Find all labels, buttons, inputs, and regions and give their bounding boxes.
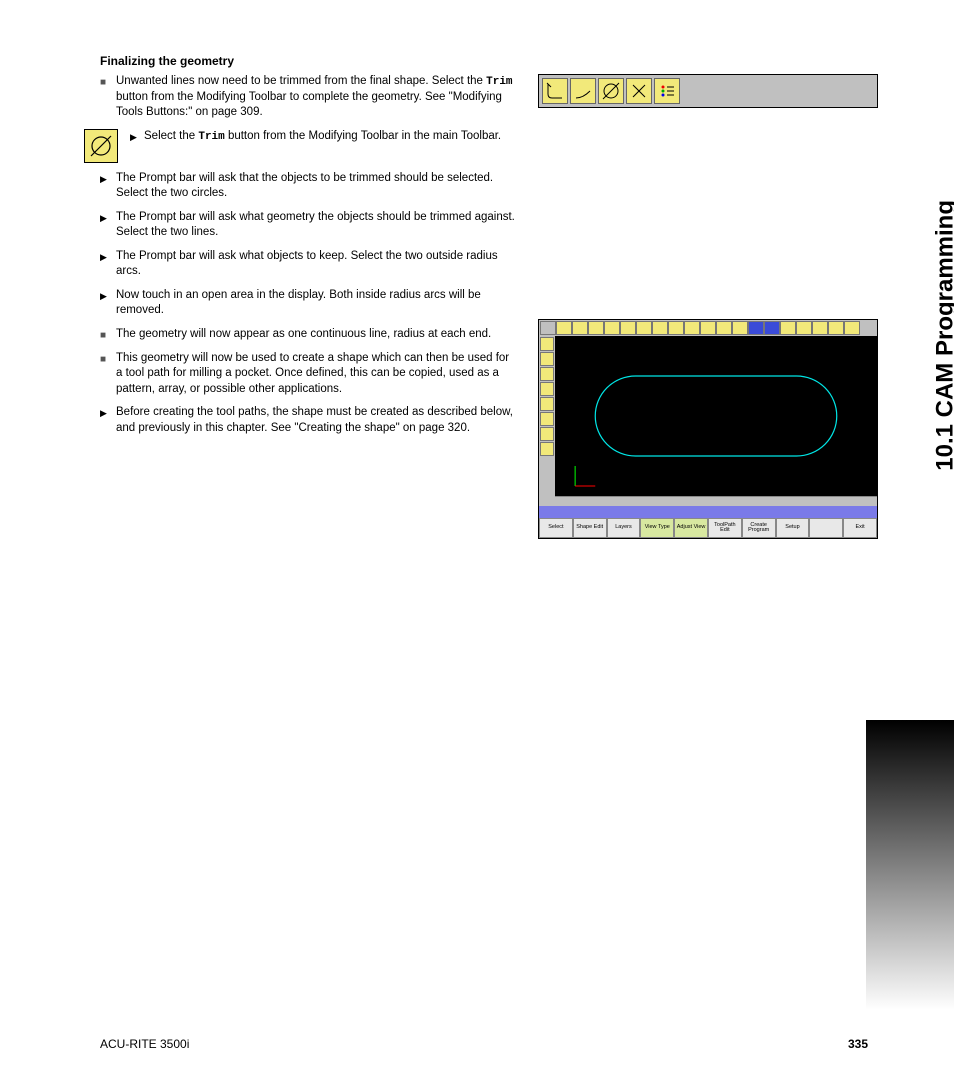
paragraph: ▶ The Prompt bar will ask what geometry … xyxy=(100,210,518,241)
cam-top-tool-icon xyxy=(636,321,652,335)
cam-top-tool-icon xyxy=(764,321,780,335)
cam-left-toolbar xyxy=(539,336,555,496)
break-icon xyxy=(626,78,652,104)
modifying-toolbar-figure xyxy=(538,74,878,108)
cam-bottom-tab: Select xyxy=(539,518,573,538)
cam-left-tool-icon xyxy=(540,442,554,456)
arrow-bullet-icon: ▶ xyxy=(100,407,107,419)
paragraph: ▶ Now touch in an open area in the displ… xyxy=(100,288,518,319)
arrow-bullet-icon: ▶ xyxy=(100,173,107,185)
cam-bottom-tab: Setup xyxy=(776,518,810,538)
cam-top-tool-icon xyxy=(604,321,620,335)
footer-product: ACU-RITE 3500i xyxy=(100,1037,189,1051)
paragraph: ▶ Before creating the tool paths, the sh… xyxy=(100,405,518,436)
cam-top-tool-icon xyxy=(540,321,556,335)
section-side-title: 10.1 CAM Programming xyxy=(932,200,954,471)
cam-bottom-tab: Create Program xyxy=(742,518,776,538)
cam-top-tool-icon xyxy=(828,321,844,335)
text: Now touch in an open area in the display… xyxy=(116,289,481,317)
cam-top-tool-icon xyxy=(812,321,828,335)
trim-icon xyxy=(598,78,624,104)
cam-bottom-tab xyxy=(809,518,843,538)
cam-left-tool-icon xyxy=(540,352,554,366)
text: button from the Modifying Toolbar in the… xyxy=(225,130,501,142)
inline-icon-row: ▶ Select the Trim button from the Modify… xyxy=(84,129,518,163)
cam-left-tool-icon xyxy=(540,412,554,426)
cam-left-tool-icon xyxy=(540,382,554,396)
arrow-bullet-icon: ▶ xyxy=(130,131,137,143)
cam-left-tool-icon xyxy=(540,337,554,351)
cam-bottom-tab: Adjust View xyxy=(674,518,708,538)
text: Before creating the tool paths, the shap… xyxy=(116,406,513,434)
cam-top-tool-icon xyxy=(700,321,716,335)
cam-top-tool-icon xyxy=(668,321,684,335)
delete-icon xyxy=(654,78,680,104)
paragraph: ▶ The Prompt bar will ask that the objec… xyxy=(100,171,518,202)
chamfer-icon xyxy=(570,78,596,104)
cam-status-bar xyxy=(539,506,877,518)
cam-bottom-tab: View Type xyxy=(640,518,674,538)
fillet-icon xyxy=(542,78,568,104)
cam-bottom-tab: Layers xyxy=(607,518,641,538)
figure-column: SelectShape EditLayersView TypeAdjust Vi… xyxy=(538,54,878,444)
paragraph: ■ This geometry will now be used to crea… xyxy=(100,351,518,398)
thumb-gradient xyxy=(866,720,954,1010)
cam-top-toolbar xyxy=(539,320,877,336)
text: The geometry will now appear as one cont… xyxy=(116,328,491,340)
subheading: Finalizing the geometry xyxy=(100,54,518,68)
paragraph: ▶ The Prompt bar will ask what objects t… xyxy=(100,249,518,280)
square-bullet-icon: ■ xyxy=(100,76,106,90)
cam-top-tool-icon xyxy=(684,321,700,335)
page-footer: ACU-RITE 3500i 335 xyxy=(100,1037,868,1051)
paragraph: ■ The geometry will now appear as one co… xyxy=(100,327,518,343)
text-column: Finalizing the geometry ■ Unwanted lines… xyxy=(100,54,518,444)
cam-bottom-tabs: SelectShape EditLayersView TypeAdjust Vi… xyxy=(539,518,877,538)
mono-text: Trim xyxy=(198,131,224,143)
mono-text: Trim xyxy=(486,76,512,88)
cam-bottom-tab: Exit xyxy=(843,518,877,538)
arrow-bullet-icon: ▶ xyxy=(100,212,107,224)
cam-canvas xyxy=(555,336,877,496)
cam-top-tool-icon xyxy=(796,321,812,335)
cam-left-tool-icon xyxy=(540,397,554,411)
text: button from the Modifying Toolbar to com… xyxy=(116,91,502,119)
text: The Prompt bar will ask that the objects… xyxy=(116,172,493,200)
text: The Prompt bar will ask what geometry th… xyxy=(116,211,515,239)
arrow-bullet-icon: ▶ xyxy=(100,251,107,263)
cam-top-tool-icon xyxy=(844,321,860,335)
text: Unwanted lines now need to be trimmed fr… xyxy=(116,75,486,87)
cam-top-tool-icon xyxy=(572,321,588,335)
cam-top-tool-icon xyxy=(620,321,636,335)
cam-bottom-tab: ToolPath Edit xyxy=(708,518,742,538)
cam-left-tool-icon xyxy=(540,427,554,441)
cam-left-tool-icon xyxy=(540,367,554,381)
square-bullet-icon: ■ xyxy=(100,353,106,367)
square-bullet-icon: ■ xyxy=(100,329,106,343)
page-number: 335 xyxy=(848,1037,868,1051)
cam-top-tool-icon xyxy=(652,321,668,335)
cam-ruler xyxy=(555,496,877,506)
text: This geometry will now be used to create… xyxy=(116,352,509,395)
cam-top-tool-icon xyxy=(716,321,732,335)
cam-top-tool-icon xyxy=(748,321,764,335)
cam-top-tool-icon xyxy=(556,321,572,335)
arrow-bullet-icon: ▶ xyxy=(100,290,107,302)
text: The Prompt bar will ask what objects to … xyxy=(116,250,498,278)
cam-top-tool-icon xyxy=(780,321,796,335)
trim-tool-icon xyxy=(84,129,118,163)
cam-top-tool-icon xyxy=(732,321,748,335)
cam-top-tool-icon xyxy=(588,321,604,335)
paragraph: ■ Unwanted lines now need to be trimmed … xyxy=(100,74,518,121)
text: Select the xyxy=(144,130,198,142)
cam-editor-screenshot: SelectShape EditLayersView TypeAdjust Vi… xyxy=(538,319,878,539)
cam-bottom-tab: Shape Edit xyxy=(573,518,607,538)
